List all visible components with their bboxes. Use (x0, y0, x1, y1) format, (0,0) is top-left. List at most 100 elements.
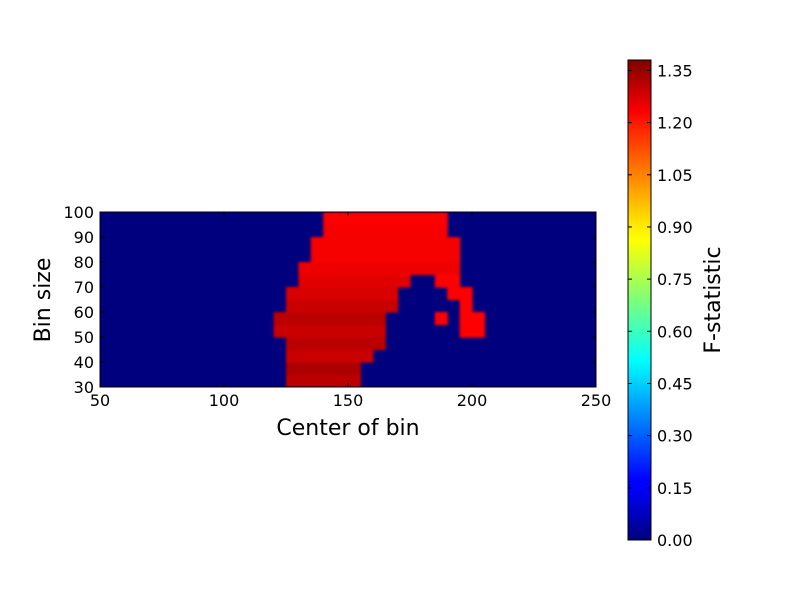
heatmap-cell (310, 349, 324, 363)
heatmap-cell (310, 262, 324, 276)
heatmap-cell (323, 337, 337, 351)
heatmap-cell (323, 374, 337, 387)
x-tick-label: 250 (581, 391, 612, 410)
colorbar-tick-label: 1.05 (657, 166, 693, 185)
heatmap-cell (360, 287, 374, 301)
heatmap-cell (298, 299, 312, 313)
x-tick-label: 150 (333, 391, 364, 410)
heatmap-cell (323, 324, 337, 338)
heatmap-cell (422, 249, 436, 263)
heatmap-cell (422, 212, 436, 226)
x-tick-label: 50 (90, 391, 110, 410)
y-tick-label: 100 (63, 203, 94, 222)
heatmap-cell (348, 224, 361, 238)
colorbar-tick-label: 0.00 (657, 531, 693, 550)
colorbar-tick-label: 0.90 (657, 218, 693, 237)
colorbar-tick-label: 1.35 (657, 61, 693, 80)
heatmap-cell (323, 299, 337, 313)
heatmap-cell (323, 237, 337, 251)
heatmap-cell (348, 324, 361, 338)
heatmap-area (99, 211, 597, 388)
colorbar-tick-label: 0.45 (657, 374, 693, 393)
y-tick-label: 90 (74, 228, 94, 247)
heatmap-cell (348, 249, 361, 263)
heatmap-cell (348, 362, 361, 376)
heatmap-cell (397, 237, 411, 251)
heatmap-cell (298, 287, 312, 301)
heatmap-cell (335, 312, 349, 326)
heatmap-cell (310, 362, 324, 376)
heatmap-cell (335, 212, 349, 226)
heatmap-cell (335, 274, 349, 288)
heatmap-cell (298, 374, 312, 387)
heatmap-cell (434, 249, 448, 263)
heatmap-cell (422, 237, 436, 251)
y-tick-label: 80 (74, 253, 94, 272)
heatmap-cell (323, 274, 337, 288)
heatmap-cell (360, 212, 374, 226)
heatmap-cell (385, 224, 399, 238)
heatmap-cell (372, 287, 386, 301)
heatmap-cell (410, 224, 423, 238)
heatmap-cell (335, 299, 349, 313)
heatmap-cell (348, 374, 361, 387)
heatmap-cell (348, 287, 361, 301)
colorbar-label: F-statistic (701, 246, 726, 353)
heatmap-cell (372, 262, 386, 276)
heatmap-cell (360, 274, 374, 288)
heatmap-cell (348, 262, 361, 276)
heatmap-cell (397, 212, 411, 226)
heatmap-cell (459, 287, 473, 301)
x-tick-label: 200 (457, 391, 488, 410)
heatmap-cell (335, 249, 349, 263)
heatmap-cell (472, 312, 485, 326)
y-axis-ticks: 30 40 50 60 70 80 90 100 (63, 203, 596, 397)
heatmap-cell (348, 337, 361, 351)
heatmap-cell (286, 362, 299, 376)
heatmap-cell (372, 249, 386, 263)
heatmap-cell (434, 224, 448, 238)
heatmap-cell (372, 212, 386, 226)
heatmap-cell (310, 312, 324, 326)
heatmap-cell (273, 312, 287, 326)
heatmap-cell (360, 299, 374, 313)
heatmap-cell (434, 312, 448, 326)
heatmap-cell (372, 299, 386, 313)
heatmap-cell (323, 362, 337, 376)
heatmap-cell (434, 274, 448, 288)
heatmap-cell (434, 212, 448, 226)
heatmap-cell (286, 299, 299, 313)
y-tick-label: 50 (74, 328, 94, 347)
heatmap-cell (335, 349, 349, 363)
heatmap-cell (372, 337, 386, 351)
heatmap-cell (335, 262, 349, 276)
colorbar-tick-label: 0.75 (657, 270, 693, 289)
heatmap-cell (434, 237, 448, 251)
heatmap-cell (459, 312, 473, 326)
heatmap-cell (372, 237, 386, 251)
heatmap-cell (360, 337, 374, 351)
heatmap-cell (298, 337, 312, 351)
heatmap-cell (348, 212, 361, 226)
heatmap-cell (372, 274, 386, 288)
heatmap-cell (385, 274, 399, 288)
heatmap-cell (434, 262, 448, 276)
heatmap-cell (335, 374, 349, 387)
heatmap-cell (298, 324, 312, 338)
heatmap-cell (397, 249, 411, 263)
colorbar-tick-label: 1.20 (657, 114, 693, 133)
heatmap-cell (360, 249, 374, 263)
y-axis-label: Bin size (31, 258, 56, 343)
heatmap-cell (360, 312, 374, 326)
colorbar-ticks: 0.00 0.15 0.30 0.45 0.60 0.75 0.90 1.05 1.20 1.35 (628, 61, 693, 550)
heatmap-cell (447, 262, 461, 276)
heatmap-cell (323, 262, 337, 276)
heatmap-cell (348, 237, 361, 251)
heatmap-cell (310, 287, 324, 301)
heatmap-cell (298, 349, 312, 363)
heatmap-cell (286, 337, 299, 351)
heatmap-cell (348, 312, 361, 326)
x-axis-ticks: 50 100 150 200 250 (90, 212, 611, 410)
heatmap-cell (323, 349, 337, 363)
heatmap-cell (410, 237, 423, 251)
